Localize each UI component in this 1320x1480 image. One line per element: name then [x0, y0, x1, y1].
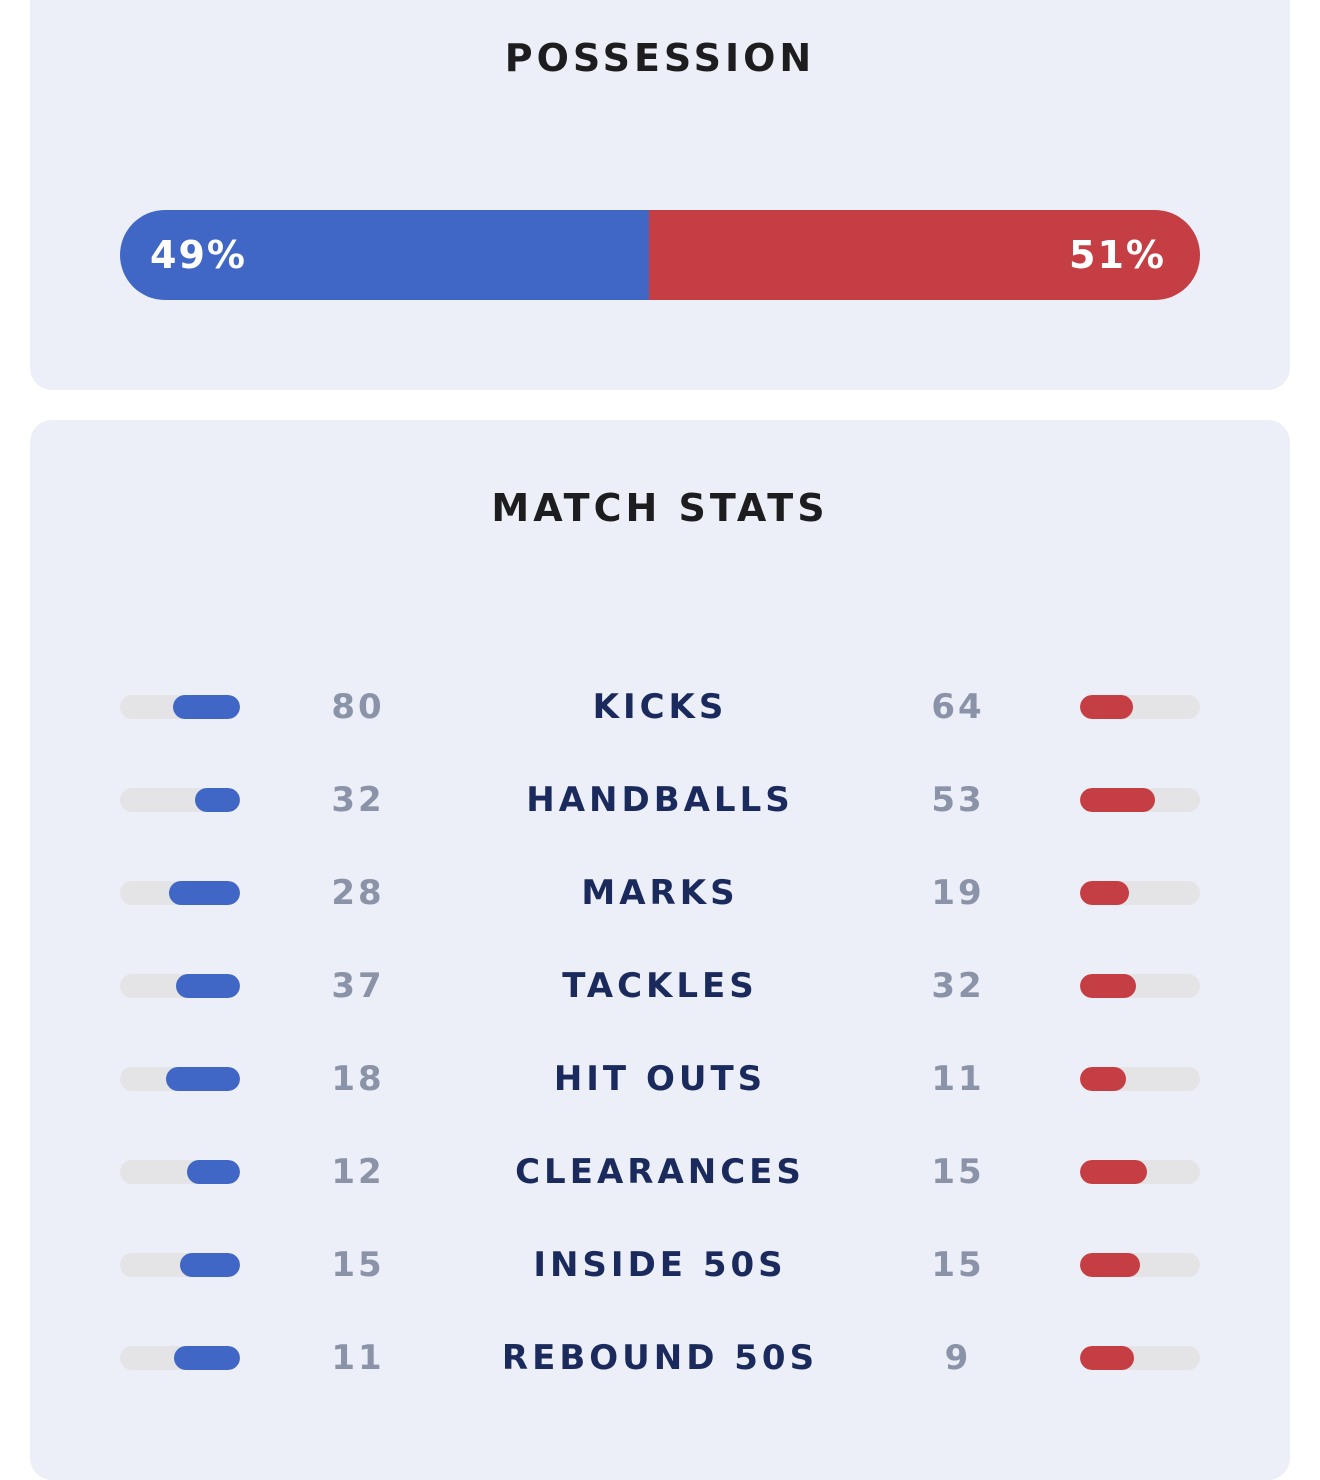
away-stat-value: 15: [931, 1245, 985, 1285]
away-stat-bar-fill: [1080, 1253, 1140, 1277]
stat-label: TACKLES: [562, 966, 758, 1006]
possession-home-value: 49%: [150, 233, 247, 277]
home-stat-bar: [120, 1253, 240, 1277]
away-stat-bar-fill: [1080, 1067, 1126, 1091]
stat-row: 12 CLEARANCES 15: [30, 1152, 1290, 1192]
home-stat-value: 28: [331, 873, 385, 913]
away-stat-bar: [1080, 1067, 1200, 1091]
stat-label: REBOUND 50S: [501, 1338, 819, 1378]
stat-row: 11 REBOUND 50S 9: [30, 1338, 1290, 1378]
home-stat-bar-fill: [174, 1346, 240, 1370]
possession-away-value: 51%: [1069, 233, 1166, 277]
away-stat-bar-fill: [1080, 695, 1134, 719]
home-stat-bar: [120, 1160, 240, 1184]
home-stat-bar: [120, 974, 240, 998]
home-stat-bar-fill: [168, 881, 240, 905]
stat-label: KICKS: [592, 687, 728, 727]
stat-label: INSIDE 50S: [533, 1245, 787, 1285]
away-stat-bar-fill: [1080, 788, 1155, 812]
home-stat-bar-fill: [165, 1067, 240, 1091]
home-stat-bar-fill: [173, 695, 240, 719]
stat-row: 32 HANDBALLS 53: [30, 780, 1290, 820]
possession-bar: 49% 51%: [120, 210, 1200, 300]
home-stat-bar-fill: [180, 1253, 240, 1277]
home-stat-value: 11: [331, 1338, 385, 1378]
away-stat-value: 11: [931, 1059, 985, 1099]
match-stats-title: MATCH STATS: [491, 486, 829, 530]
home-stat-bar: [120, 1346, 240, 1370]
home-stat-bar: [120, 881, 240, 905]
possession-away-segment: 51%: [649, 210, 1200, 300]
match-stats-card: MATCH STATS 80 KICKS 64 32 HANDBALLS 53 28 MARK…: [30, 420, 1290, 1480]
away-stat-bar-fill: [1080, 974, 1136, 998]
away-stat-value: 19: [931, 873, 985, 913]
away-stat-bar: [1080, 1253, 1200, 1277]
away-stat-value: 64: [931, 687, 985, 727]
stat-row: 18 HIT OUTS 11: [30, 1059, 1290, 1099]
home-stat-bar: [120, 788, 240, 812]
away-stat-bar: [1080, 1160, 1200, 1184]
home-stat-bar: [120, 695, 240, 719]
possession-card: POSSESSION 49% 51%: [30, 0, 1290, 390]
stat-label: MARKS: [581, 873, 739, 913]
away-stat-value: 9: [944, 1338, 972, 1378]
away-stat-bar-fill: [1080, 1346, 1134, 1370]
home-stat-bar-fill: [186, 1160, 240, 1184]
home-stat-value: 18: [331, 1059, 385, 1099]
away-stat-bar: [1080, 1346, 1200, 1370]
possession-home-segment: 49%: [120, 210, 650, 300]
stat-label: HIT OUTS: [553, 1059, 767, 1099]
stat-row: 80 KICKS 64: [30, 687, 1290, 727]
away-stat-bar-fill: [1080, 881, 1129, 905]
away-stat-bar: [1080, 788, 1200, 812]
home-stat-value: 32: [331, 780, 385, 820]
home-stat-value: 80: [331, 687, 385, 727]
home-stat-value: 15: [331, 1245, 385, 1285]
home-stat-bar: [120, 1067, 240, 1091]
away-stat-value: 53: [931, 780, 985, 820]
stat-row: 15 INSIDE 50S 15: [30, 1245, 1290, 1285]
home-stat-value: 12: [331, 1152, 385, 1192]
away-stat-bar: [1080, 881, 1200, 905]
stat-label: HANDBALLS: [526, 780, 794, 820]
away-stat-value: 32: [931, 966, 985, 1006]
home-stat-value: 37: [331, 966, 385, 1006]
stat-row: 28 MARKS 19: [30, 873, 1290, 913]
stat-row: 37 TACKLES 32: [30, 966, 1290, 1006]
away-stat-value: 15: [931, 1152, 985, 1192]
home-stat-bar-fill: [194, 788, 240, 812]
possession-title: POSSESSION: [504, 36, 816, 80]
away-stat-bar-fill: [1080, 1160, 1147, 1184]
away-stat-bar: [1080, 695, 1200, 719]
home-stat-bar-fill: [175, 974, 240, 998]
away-stat-bar: [1080, 974, 1200, 998]
stat-label: CLEARANCES: [515, 1152, 805, 1192]
